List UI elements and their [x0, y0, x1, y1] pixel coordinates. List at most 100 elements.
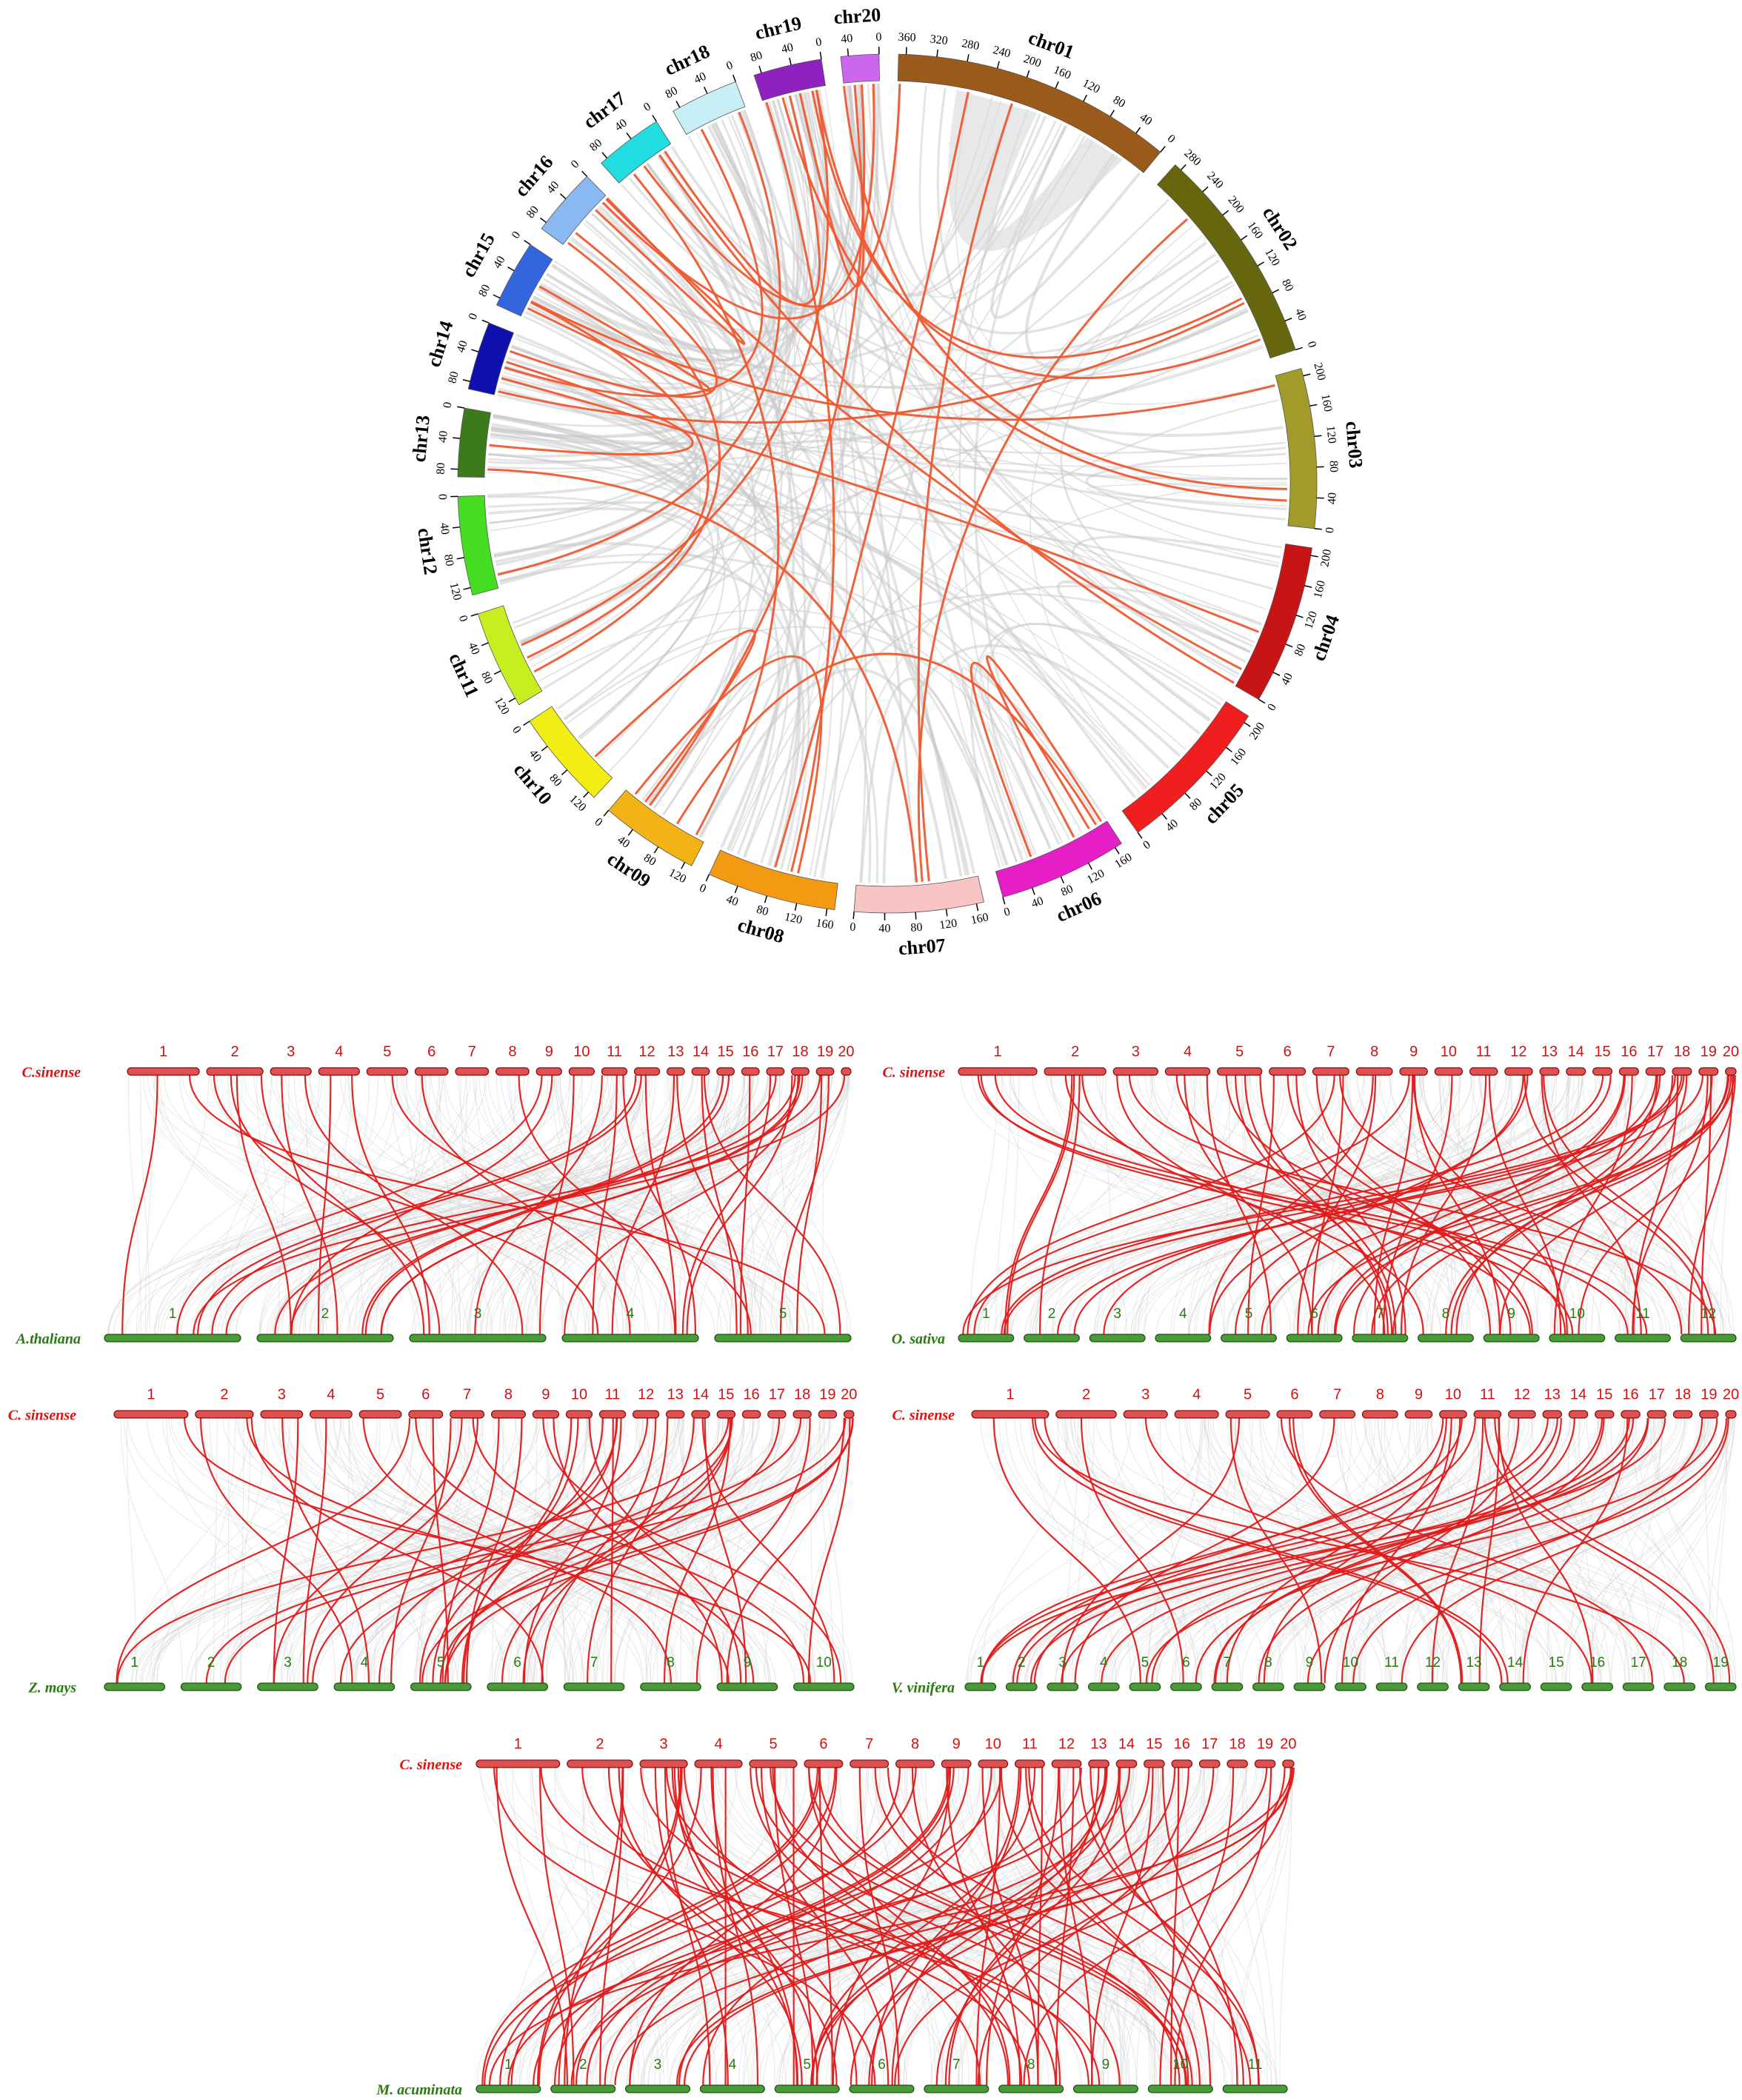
synteny-link — [345, 1417, 350, 1684]
synteny-link — [702, 1767, 992, 2086]
chromosome-bar — [1051, 1759, 1082, 1768]
synteny-link — [501, 1417, 733, 1684]
chromosome-bar — [694, 1759, 743, 1768]
collinearity-link — [811, 90, 1243, 359]
tick-label: 80 — [1059, 883, 1075, 899]
chromosome-number: 8 — [667, 1655, 675, 1671]
synteny-link — [246, 1417, 730, 1684]
synteny-link — [314, 1417, 816, 1684]
chromosome-number: 17 — [769, 1386, 785, 1402]
chromosome-number: 4 — [1192, 1386, 1201, 1402]
synteny-link — [474, 1074, 603, 1335]
synteny-link — [319, 1074, 467, 1335]
chromosome-bar — [310, 1410, 353, 1419]
chromosome-bar — [1698, 1067, 1719, 1076]
tick-mark — [457, 406, 465, 409]
synteny-link — [504, 1767, 801, 2086]
chromosome-number: 1 — [169, 1306, 177, 1322]
synteny-link — [1565, 1417, 1735, 1684]
chromosome-bar — [691, 1067, 710, 1076]
synteny-link — [1064, 1074, 1531, 1335]
chromosome-number: 9 — [952, 1736, 961, 1752]
tick-mark — [603, 809, 610, 817]
tick-label: 40 — [780, 41, 794, 56]
synteny-link — [309, 1074, 673, 1335]
synteny-link — [1389, 1074, 1666, 1335]
synteny-link — [432, 1417, 618, 1684]
synteny-link — [703, 1767, 1133, 2086]
synteny-link — [494, 1417, 698, 1684]
synteny-link — [421, 1417, 854, 1684]
tick-mark — [507, 267, 515, 272]
synteny-link — [730, 1074, 806, 1335]
chromosome-bar — [716, 1682, 778, 1691]
synteny-link — [1143, 1417, 1555, 1684]
synteny-link — [960, 1074, 1397, 1335]
synteny-link — [1193, 1074, 1276, 1335]
chromosome-bar — [568, 1067, 595, 1076]
synteny-link — [525, 1074, 729, 1335]
synteny-link — [188, 1074, 826, 1335]
synteny-link — [1531, 1417, 1723, 1684]
collinearity-link — [501, 377, 1259, 633]
chromosome-number: 2 — [220, 1386, 228, 1402]
chromosome-number: 6 — [1182, 1655, 1190, 1671]
chromosome-bar — [1198, 1759, 1221, 1768]
collinearity-link — [487, 468, 918, 883]
synteny-link — [126, 1417, 137, 1684]
synteny-link — [1058, 1767, 1093, 2086]
chromosome-bar — [1439, 1410, 1467, 1419]
chromosome-number: 3 — [1059, 1655, 1067, 1671]
tick-mark — [456, 557, 464, 560]
collinearity-link — [643, 84, 901, 308]
synteny-link — [1014, 1417, 1241, 1684]
tick-label: 40 — [724, 893, 740, 909]
chromosome-number: 14 — [693, 1043, 709, 1060]
synteny-link — [1401, 1417, 1477, 1684]
synteny-link — [774, 1767, 961, 2086]
chromosome-number: 5 — [779, 1306, 787, 1322]
chromosome-bar — [1129, 1682, 1161, 1691]
chromosome-number: 12 — [638, 1043, 655, 1060]
chromosome-bar — [792, 1410, 812, 1419]
synteny-link — [1289, 1417, 1612, 1684]
chromosome-number: 8 — [1442, 1306, 1450, 1322]
synteny-link — [603, 1767, 1101, 2086]
tick-label: 160 — [1312, 579, 1328, 599]
chromosome-bar — [195, 1410, 254, 1419]
synteny-link — [1449, 1074, 1539, 1335]
tick-label: 120 — [1302, 609, 1320, 630]
synteny-link — [511, 1074, 642, 1335]
synteny-link — [321, 1074, 370, 1335]
synteny-link — [758, 1074, 810, 1335]
synteny-link — [1352, 1417, 1550, 1684]
synteny-link — [364, 1417, 573, 1684]
synteny-link — [611, 1074, 675, 1335]
synteny-link — [364, 1074, 730, 1335]
synteny-link — [967, 1417, 1132, 1684]
synteny-link — [358, 1074, 624, 1335]
collinearity-link — [986, 655, 1103, 838]
synteny-link — [121, 1074, 158, 1335]
synteny-link — [157, 1074, 525, 1335]
synteny-link — [491, 1767, 717, 2086]
synteny-link — [290, 1417, 832, 1684]
chromosome-bar — [666, 1410, 685, 1419]
synteny-link — [1004, 1074, 1073, 1335]
synteny-link — [236, 1074, 292, 1335]
synteny-link — [1339, 1074, 1683, 1335]
tick-label: 80 — [1279, 277, 1295, 293]
synteny-link — [1081, 1074, 1424, 1335]
chromosome-number: 18 — [794, 1386, 810, 1402]
synteny-link — [515, 1074, 745, 1335]
chromosome-bar — [998, 2084, 1064, 2093]
tick-mark — [1303, 373, 1311, 377]
synteny-link — [463, 1417, 573, 1684]
synteny-link — [1373, 1074, 1414, 1335]
chromosome-number: 13 — [1544, 1386, 1561, 1402]
synteny-link — [1090, 1767, 1154, 2086]
species-label: C. sinense — [892, 1408, 955, 1424]
synteny-link — [1032, 1074, 1452, 1335]
synteny-link — [1259, 1417, 1556, 1684]
chromosome-number: 16 — [1174, 1736, 1190, 1752]
